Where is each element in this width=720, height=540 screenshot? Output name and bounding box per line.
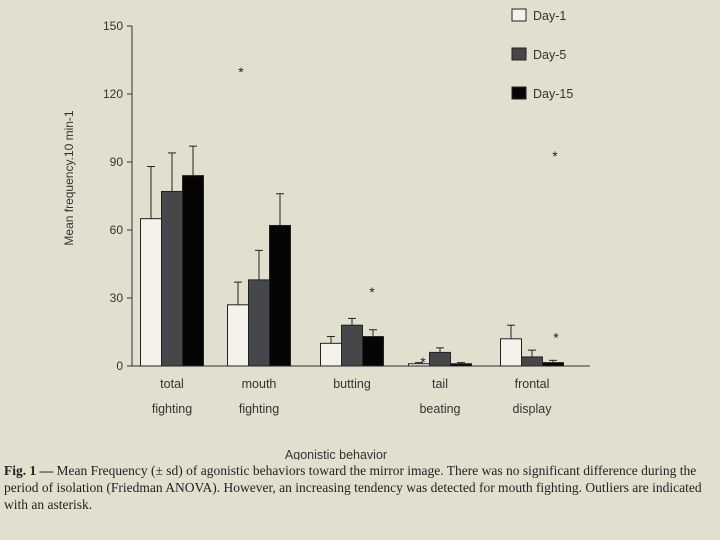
y-tick-label: 150 [103, 19, 123, 33]
outlier-asterisk: * [552, 148, 558, 164]
x-tick-label: butting [333, 377, 371, 391]
outlier-asterisk: * [369, 284, 375, 300]
bar-day-1 [227, 304, 249, 367]
outlier-asterisk: * [420, 354, 426, 370]
figure-caption: Fig. 1 — Mean Frequency (± sd) of agonis… [4, 462, 716, 513]
bar-day-5 [429, 351, 451, 367]
legend-label: Day-5 [533, 48, 566, 62]
y-tick-label: 30 [110, 291, 124, 305]
x-tick-label: display [513, 402, 553, 416]
legend-swatch-day-5 [511, 47, 527, 61]
bar-day-5 [161, 190, 183, 367]
bar-day-15 [182, 175, 204, 367]
caption-label: Fig. 1 — [4, 463, 57, 478]
x-tick-label: beating [419, 402, 460, 416]
caption-text: Mean Frequency (± sd) of agonistic behav… [4, 463, 702, 512]
x-axis-label: Agonistic behavior [285, 448, 387, 460]
legend-swatch-day-1 [511, 8, 527, 22]
x-tick-label: tail [432, 377, 448, 391]
outlier-asterisk: * [553, 329, 559, 345]
bar-day-5 [248, 279, 270, 367]
y-tick-label: 90 [110, 155, 124, 169]
bar-day-5 [341, 324, 363, 367]
bar-day-1 [140, 218, 162, 367]
x-tick-label: mouth [242, 377, 277, 391]
legend-label: Day-1 [533, 9, 566, 23]
bar-day-15 [269, 224, 291, 367]
x-tick-label: total [160, 377, 184, 391]
bar-day-5 [521, 356, 543, 367]
y-axis-label: Mean frequency.10 min-1 [62, 110, 76, 246]
bar-day-15 [450, 363, 472, 367]
bar-chart: 0 30 60 90 120 150 Mean frequency.10 min-1 tota… [62, 8, 590, 460]
bar-day-15 [542, 362, 564, 367]
x-tick-label: frontal [515, 377, 550, 391]
x-tick-label: fighting [239, 402, 279, 416]
x-tick-label: fighting [152, 402, 192, 416]
bar-day-1 [500, 338, 522, 367]
bar-day-1 [408, 363, 430, 367]
y-tick-label: 60 [110, 223, 124, 237]
y-tick-label: 120 [103, 87, 123, 101]
bar-day-15 [362, 336, 384, 367]
bar-day-1 [320, 342, 342, 367]
y-tick-label: 0 [116, 359, 123, 373]
outlier-asterisk: * [238, 64, 244, 80]
legend-swatch-day-15 [511, 86, 527, 100]
legend-label: Day-15 [533, 87, 573, 101]
